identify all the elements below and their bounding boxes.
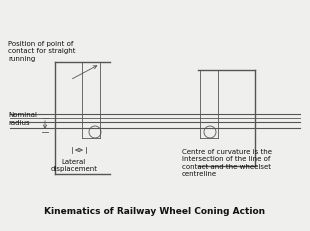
Text: Position of point of
contact for straight
running: Position of point of contact for straigh… — [8, 41, 76, 62]
Text: Nominal
radius: Nominal radius — [8, 112, 37, 125]
Text: Centre of curvature is the
intersection of the line of
contact and the wheelset
: Centre of curvature is the intersection … — [182, 148, 272, 177]
Text: Kinematics of Railway Wheel Coning Action: Kinematics of Railway Wheel Coning Actio… — [44, 206, 266, 215]
Text: Lateral
displacement: Lateral displacement — [51, 158, 98, 172]
